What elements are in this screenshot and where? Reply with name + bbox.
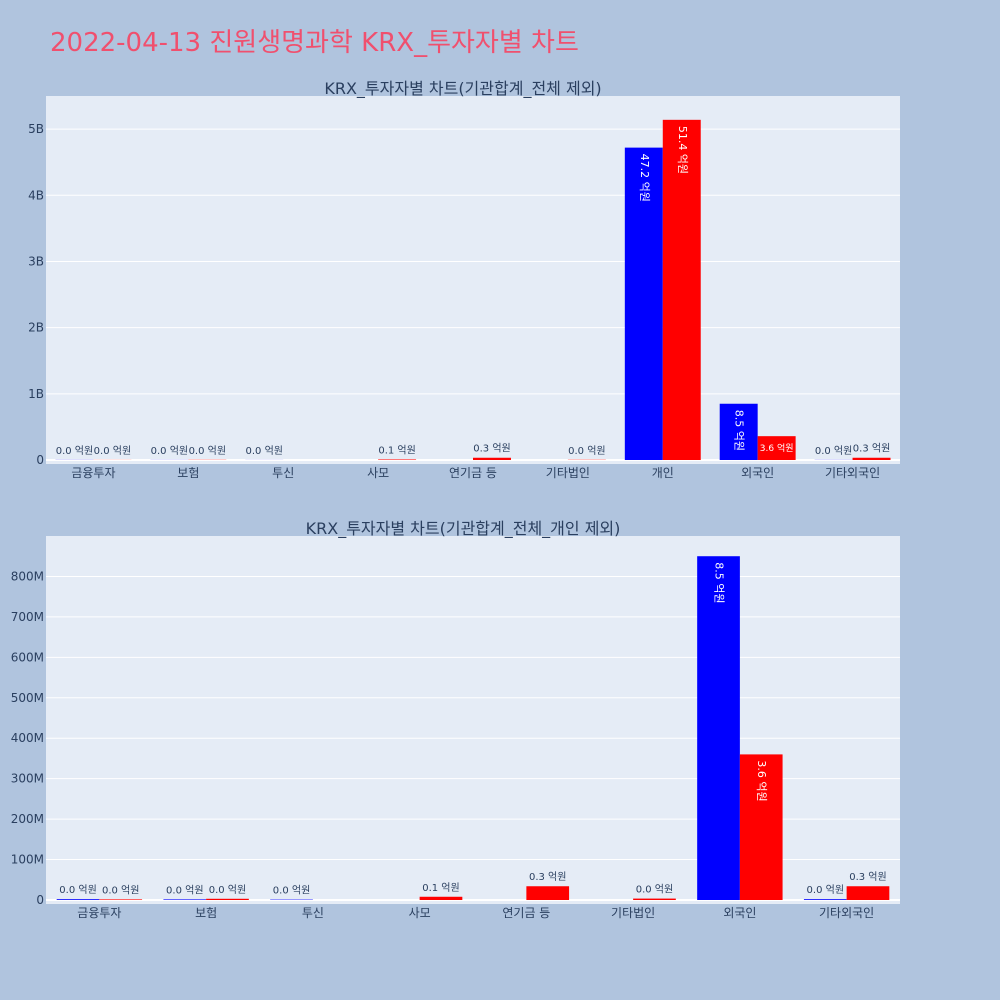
data-label: 0.1 억원 <box>378 444 415 456</box>
y-tick-label: 1B <box>28 387 44 401</box>
y-tick-label: 4B <box>28 188 44 202</box>
y-tick-label: 200M <box>11 812 44 826</box>
x-tick-label: 투신 <box>272 466 294 480</box>
bar <box>419 896 463 900</box>
bar <box>633 898 676 900</box>
bar <box>697 556 740 900</box>
x-tick-label: 외국인 <box>723 906 756 920</box>
data-label: 8.5 억원 <box>733 410 746 451</box>
y-tick-label: 600M <box>11 650 44 664</box>
x-tick-label: 금융투자 <box>71 466 115 480</box>
data-label: 3.6 억원 <box>755 760 768 801</box>
chart-title: KRX_투자자별 차트(기관합계_전체 제외) <box>324 79 601 99</box>
data-label: 0.0 억원 <box>246 445 283 457</box>
bar <box>624 147 663 460</box>
y-tick-label: 800M <box>11 569 44 583</box>
data-label: 0.0 억원 <box>59 884 96 896</box>
data-label: 0.0 억원 <box>636 884 673 896</box>
data-label: 0.0 억원 <box>102 884 139 896</box>
data-label: 0.0 억원 <box>94 445 131 457</box>
x-tick-label: 기타외국인 <box>819 906 874 920</box>
x-tick-label: 개인 <box>652 466 674 480</box>
x-tick-label: 기타법인 <box>546 466 590 480</box>
data-label: 0.3 억원 <box>473 443 510 455</box>
data-label: 0.0 억원 <box>209 884 246 896</box>
data-label: 0.0 억원 <box>56 445 93 457</box>
x-tick-label: 외국인 <box>741 466 774 480</box>
x-tick-label: 연기금 등 <box>502 906 550 920</box>
y-tick-label: 700M <box>11 610 44 624</box>
data-label: 8.5 억원 <box>713 562 726 603</box>
data-label: 0.0 억원 <box>807 884 844 896</box>
data-label: 0.3 억원 <box>849 871 886 883</box>
bar <box>719 403 758 460</box>
page-title: 2022-04-13 진원생명과학 KRX_투자자별 차트 <box>50 28 579 58</box>
bar <box>852 457 891 460</box>
bar <box>803 899 847 900</box>
bar <box>662 119 701 461</box>
bar <box>473 457 511 460</box>
y-tick-label: 400M <box>11 731 44 745</box>
data-label: 0.0 억원 <box>166 884 203 896</box>
y-tick-label: 300M <box>11 772 44 786</box>
x-tick-label: 금융투자 <box>77 906 121 920</box>
y-tick-label: 500M <box>11 691 44 705</box>
data-label: 0.0 억원 <box>815 445 852 457</box>
data-label: 0.0 억원 <box>568 445 605 457</box>
y-tick-label: 2B <box>28 321 44 335</box>
y-tick-label: 3B <box>28 254 44 268</box>
data-label: 0.0 억원 <box>273 885 310 897</box>
chart-title: KRX_투자자별 차트(기관합계_전체_개인 제외) <box>306 519 621 539</box>
data-label: 0.3 억원 <box>853 443 890 455</box>
bar <box>757 436 796 460</box>
plot-area <box>46 96 900 464</box>
data-label: 0.0 억원 <box>189 445 226 457</box>
bar <box>163 899 207 900</box>
bar <box>846 886 890 900</box>
data-label: 3.6 억원 <box>760 442 794 454</box>
y-tick-label: 100M <box>11 853 44 867</box>
data-label: 0.1 억원 <box>422 882 459 894</box>
bar <box>739 754 783 900</box>
bar <box>99 899 143 900</box>
x-tick-label: 기타외국인 <box>825 466 880 480</box>
bar <box>206 898 249 900</box>
bar <box>526 886 570 900</box>
x-tick-label: 보험 <box>195 906 217 920</box>
x-tick-label: 사모 <box>409 906 431 920</box>
bar <box>56 899 100 900</box>
x-tick-label: 투신 <box>302 906 324 920</box>
x-tick-label: 보험 <box>177 466 199 480</box>
y-tick-label: 0 <box>36 453 44 467</box>
y-tick-label: 5B <box>28 122 44 136</box>
x-tick-label: 연기금 등 <box>449 466 497 480</box>
data-label: 47.2 억원 <box>638 154 651 202</box>
data-label: 0.3 억원 <box>529 871 566 883</box>
x-tick-label: 기타법인 <box>611 906 655 920</box>
y-tick-label: 0 <box>36 893 44 907</box>
bar <box>378 459 417 460</box>
data-label: 0.0 억원 <box>151 445 188 457</box>
x-tick-label: 사모 <box>367 466 389 480</box>
chart-investor-all: KRX_투자자별 차트(기관합계_전체 제외) 0 1B 2B 3B 4B 5B 금융투자 0.… <box>28 79 900 480</box>
data-label: 51.4 억원 <box>676 126 689 174</box>
chart-investor-no-individual: KRX_투자자별 차트(기관합계_전체_개인 제외) 0 100M 200M 300M 4… <box>11 519 900 920</box>
